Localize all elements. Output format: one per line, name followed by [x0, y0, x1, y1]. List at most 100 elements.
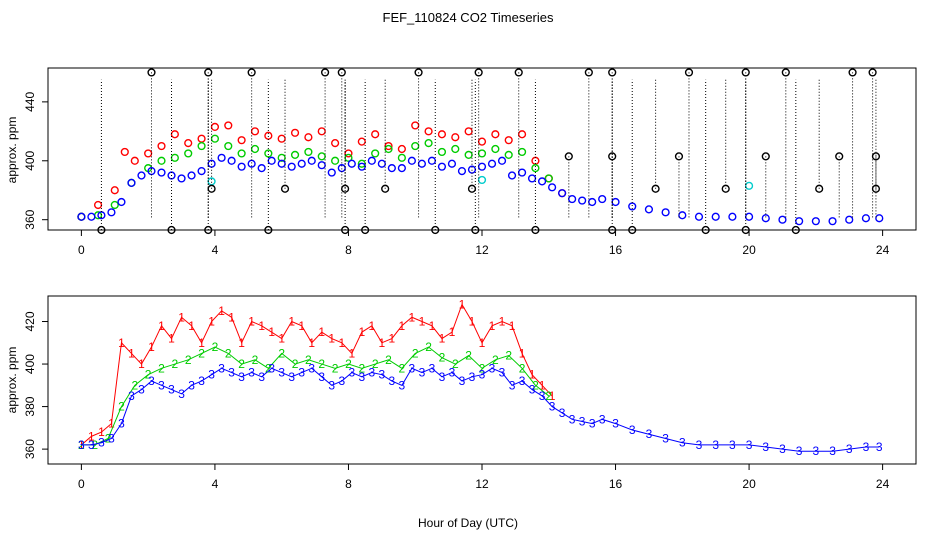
data-point: [347, 159, 356, 168]
x-tick-label: 4: [212, 243, 219, 257]
data-point: [608, 152, 617, 161]
data-point: [210, 134, 220, 143]
data-point: [204, 68, 213, 77]
data-point: [795, 217, 804, 226]
data-point-label: 3: [662, 431, 669, 445]
data-point-label: 1: [519, 346, 526, 360]
data-point-label: 3: [328, 378, 335, 392]
data-point-label: 1: [368, 319, 375, 333]
data-point-label: 3: [288, 370, 295, 384]
data-point: [487, 159, 497, 168]
data-point: [264, 225, 273, 235]
data-point-label: 1: [138, 357, 145, 371]
data-point: [471, 225, 480, 235]
data-point-label: 3: [88, 438, 95, 452]
data-point-label: 3: [158, 378, 165, 392]
data-point: [237, 149, 246, 158]
data-point-label: 1: [439, 332, 446, 346]
data-point-label: 3: [509, 378, 516, 392]
y-tick-label: 360: [23, 209, 37, 229]
data-point: [170, 153, 179, 162]
data-point: [564, 152, 573, 161]
data-point: [871, 152, 881, 161]
data-point: [341, 225, 350, 235]
data-point-label: 2: [185, 353, 192, 367]
data-point: [317, 152, 326, 161]
data-point-label: 3: [629, 423, 636, 437]
data-point: [811, 217, 820, 226]
data-point: [437, 130, 447, 139]
data-point-label: 2: [332, 361, 339, 375]
data-point-label: 3: [98, 436, 105, 450]
data-point: [117, 197, 126, 207]
data-point-label: 3: [278, 366, 285, 380]
data-point: [224, 121, 233, 130]
data-point: [514, 68, 523, 77]
data-point: [527, 174, 537, 183]
data-point: [431, 225, 440, 235]
data-point-label: 1: [358, 325, 365, 339]
y-tick-label: 400: [23, 354, 37, 374]
series-line: [81, 303, 553, 446]
data-point: [110, 200, 119, 210]
data-point-label: 3: [746, 438, 753, 452]
data-point: [791, 225, 800, 235]
data-point-label: 1: [118, 336, 125, 350]
data-point: [387, 164, 396, 173]
data-point: [517, 168, 527, 177]
data-point: [694, 212, 704, 221]
data-point-label: 1: [258, 319, 265, 333]
data-point: [477, 149, 487, 158]
data-point: [280, 184, 290, 193]
data-point: [437, 162, 447, 171]
data-point-label: 3: [679, 436, 686, 450]
data-point: [457, 166, 467, 176]
data-point-label: 2: [439, 351, 446, 365]
data-point: [371, 130, 380, 139]
data-point: [317, 127, 326, 136]
data-point: [558, 189, 567, 198]
data-point-label: 1: [399, 319, 406, 333]
data-point-label: 2: [198, 346, 205, 360]
data-point-label: 3: [479, 368, 486, 382]
data-point-label: 1: [479, 336, 486, 350]
data-point-label: 3: [108, 431, 115, 445]
data-point-label: 1: [128, 346, 135, 360]
data-point-label: 3: [228, 366, 235, 380]
data-point-label: 3: [128, 389, 135, 403]
data-point: [137, 171, 146, 180]
x-tick-label: 20: [742, 243, 756, 257]
data-point: [427, 156, 437, 165]
data-point: [237, 136, 246, 145]
data-point: [184, 139, 193, 148]
data-point: [417, 159, 427, 168]
data-point-label: 2: [532, 378, 539, 392]
data-point: [327, 168, 336, 177]
data-point: [744, 212, 754, 221]
data-point-label: 3: [318, 370, 325, 384]
data-point-label: 1: [228, 310, 235, 324]
x-tick-label: 12: [475, 243, 489, 257]
data-point: [451, 133, 460, 142]
data-point-label: 3: [579, 414, 586, 428]
data-point-label: 3: [348, 366, 355, 380]
data-point-label: 1: [278, 332, 285, 346]
data-point-label: 1: [318, 325, 325, 339]
data-point-label: 2: [265, 361, 272, 375]
data-point-label: 1: [389, 332, 396, 346]
data-point-label: 1: [298, 319, 305, 333]
data-point: [778, 215, 787, 224]
data-point-label: 3: [338, 374, 345, 388]
data-point: [497, 156, 507, 165]
data-point: [548, 183, 557, 192]
data-point-label: 3: [796, 444, 803, 458]
data-point: [504, 136, 513, 145]
data-point: [437, 147, 447, 157]
data-point: [744, 181, 754, 190]
y-tick-label: 400: [23, 150, 37, 170]
data-point-label: 2: [118, 400, 125, 414]
data-point: [474, 68, 483, 77]
data-point-label: 3: [439, 370, 446, 384]
data-point: [464, 127, 473, 136]
data-point-label: 3: [519, 374, 526, 388]
